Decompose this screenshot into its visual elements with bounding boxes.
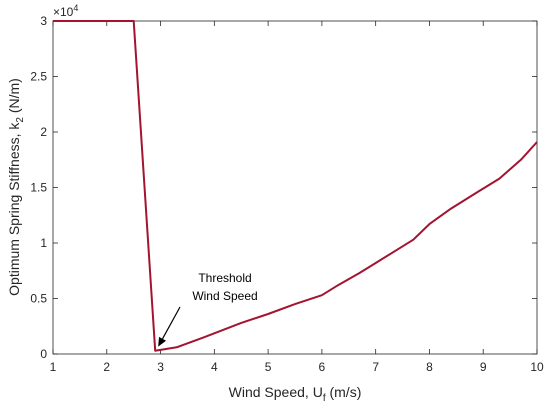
x-tick-label: 3: [157, 360, 164, 374]
y-tick-label: 2: [40, 125, 47, 139]
tick-labels: 1 2 3 4 5 6 7 8 9 10 0 0.5 1 1.5 2 2.5 3: [30, 14, 544, 374]
x-tick-label: 2: [103, 360, 110, 374]
ticks: [52, 20, 538, 355]
y-tick-label: 0: [40, 347, 47, 361]
x-axis-title-subscript: f: [323, 393, 326, 404]
annotation-arrow-line: [161, 306, 181, 340]
x-axis-title: Wind Speed, Uf (m/s): [229, 384, 362, 404]
x-tick-label: 5: [265, 360, 272, 374]
x-tick-label: 9: [480, 360, 487, 374]
y-tick-label: 0.5: [30, 292, 47, 306]
y-exponent-label: ×104: [53, 3, 78, 19]
series-line: [53, 20, 538, 352]
x-tick-label: 4: [211, 360, 218, 374]
y-axis-title: Optimum Spring Stiffness, k2 (N/m): [6, 78, 26, 296]
x-tick-label: 7: [372, 360, 379, 374]
plot-area: [52, 20, 538, 355]
y-exponent-power: 4: [73, 3, 78, 13]
y-tick-label: 1: [40, 236, 47, 250]
annotation: Threshold Wind Speed: [158, 271, 258, 347]
y-tick-label: 3: [40, 14, 47, 28]
x-tick-label: 1: [50, 360, 57, 374]
x-tick-label: 10: [530, 360, 544, 374]
annotation-arrow-head: [158, 336, 167, 347]
annotation-line-2: Wind Speed: [192, 289, 257, 303]
y-tick-label: 2.5: [30, 70, 47, 84]
annotation-line-1: Threshold: [198, 271, 251, 285]
x-tick-label: 6: [319, 360, 326, 374]
y-axis-title-subscript: 2: [15, 117, 26, 123]
y-tick-label: 1.5: [30, 181, 47, 195]
x-tick-label: 8: [426, 360, 433, 374]
